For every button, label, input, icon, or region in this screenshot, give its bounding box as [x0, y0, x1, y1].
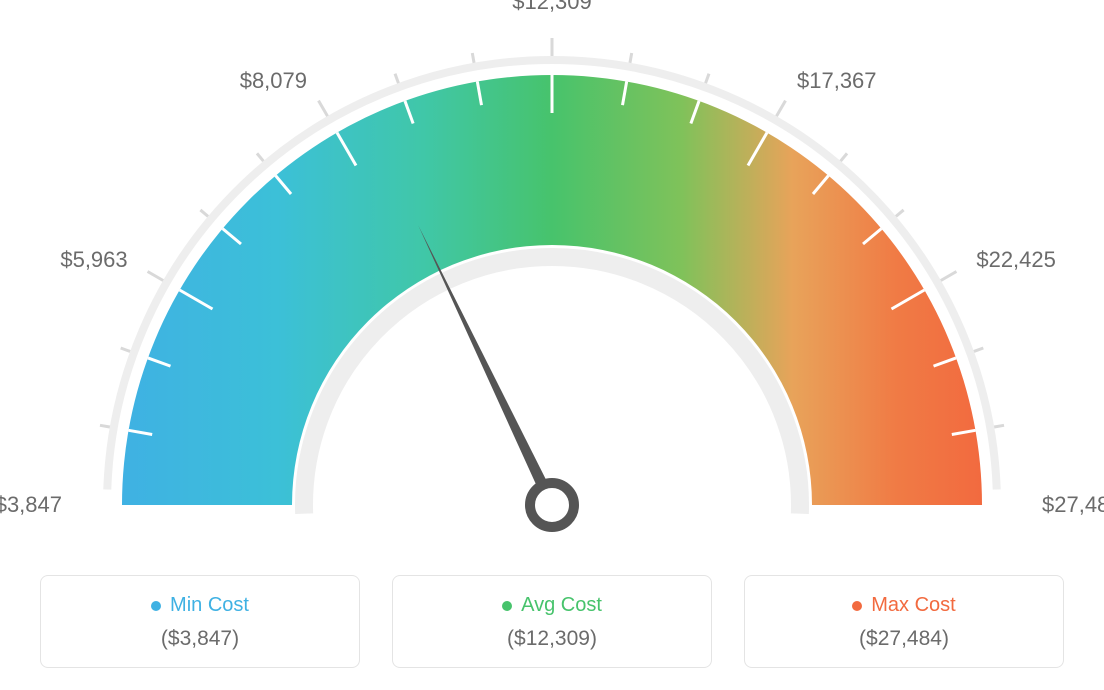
legend-dot-max [852, 601, 862, 611]
gauge-outer-tick [121, 348, 130, 351]
gauge-outer-tick [200, 210, 208, 216]
gauge-outer-tick [974, 348, 983, 351]
gauge-outer-tick [841, 153, 847, 161]
legend-title-avg: Avg Cost [502, 594, 602, 617]
gauge-outer-tick [706, 74, 709, 83]
gauge-svg [0, 0, 1104, 540]
gauge-outer-tick [896, 210, 904, 216]
gauge-outer-tick [319, 101, 328, 117]
gauge-scale-label: $12,309 [512, 0, 592, 15]
legend-dot-min [151, 601, 161, 611]
gauge-container: $3,847 $5,963 $8,079 $12,309 $17,367 $22,425 $… [0, 0, 1104, 540]
legend-value-min: ($3,847) [51, 627, 349, 651]
legend-value-max: ($27,484) [755, 627, 1053, 651]
legend-row: Min Cost ($3,847) Avg Cost ($12,309) Max… [0, 575, 1104, 668]
gauge-outer-tick [395, 74, 398, 83]
gauge-scale-label: $22,425 [976, 247, 1056, 273]
legend-title-text-min: Min Cost [170, 594, 249, 617]
legend-card-min: Min Cost ($3,847) [40, 575, 360, 668]
legend-title-text-max: Max Cost [871, 594, 955, 617]
gauge-scale-label: $5,963 [60, 247, 127, 273]
gauge-scale-label: $3,847 [0, 492, 62, 518]
gauge-outer-tick [777, 101, 786, 117]
gauge-outer-tick [994, 425, 1004, 427]
gauge-needle-hub [530, 483, 574, 527]
gauge-outer-tick [472, 53, 474, 63]
legend-title-min: Min Cost [151, 594, 249, 617]
gauge-outer-tick [148, 272, 164, 281]
legend-value-avg: ($12,309) [403, 627, 701, 651]
gauge-outer-tick [100, 425, 110, 427]
legend-title-max: Max Cost [852, 594, 955, 617]
legend-card-avg: Avg Cost ($12,309) [392, 575, 712, 668]
gauge-color-arc [122, 75, 982, 505]
gauge-outer-tick [630, 53, 632, 63]
gauge-scale-label: $17,367 [797, 68, 877, 94]
gauge-outer-tick [941, 272, 957, 281]
gauge-scale-label: $8,079 [240, 68, 307, 94]
gauge-outer-tick [257, 153, 263, 161]
legend-title-text-avg: Avg Cost [521, 594, 602, 617]
legend-dot-avg [502, 601, 512, 611]
legend-card-max: Max Cost ($27,484) [744, 575, 1064, 668]
gauge-scale-label: $27,484 [1042, 492, 1104, 518]
